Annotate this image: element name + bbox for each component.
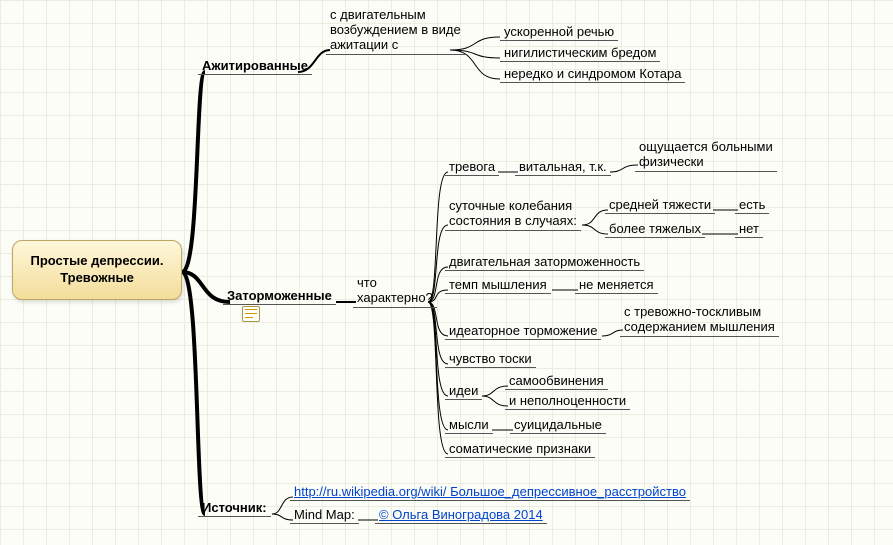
node-source-url[interactable]: http://ru.wikipedia.org/wiki/ Большое_де… <box>290 484 690 501</box>
node-fluct-mid-v: есть <box>735 197 769 214</box>
node-source: Источник: <box>198 500 271 517</box>
node-anxiety-vital-desc: ощущается больными физически <box>635 140 777 172</box>
node-ideas: идеи <box>445 383 482 400</box>
node-fluct: суточные колебания состояния в случаях: <box>445 199 581 231</box>
node-motor: двигательная заторможенность <box>445 254 644 271</box>
root-label-line1: Простые депрессии. <box>31 253 164 268</box>
node-tosk: чувство тоски <box>445 351 536 368</box>
node-idea-v: с тревожно-тоскливым содержанием мышлени… <box>620 305 779 337</box>
node-somatic: соматические признаки <box>445 441 595 458</box>
node-tempo-v: не меняется <box>575 277 658 294</box>
node-ideas-2: и неполноценности <box>505 393 630 410</box>
node-agit-desc: с двигательным возбуждением в виде ажита… <box>326 8 465 55</box>
node-ideas-1: самообвинения <box>505 373 608 390</box>
node-char: что характерно? <box>353 276 437 308</box>
node-source-mindmap: Mind Map: <box>290 507 359 524</box>
node-anxiety: тревога <box>445 159 499 176</box>
node-fluct-mid: средней тяжести <box>605 197 715 214</box>
node-fluct-sev: более тяжелых <box>605 221 705 238</box>
node-agit-c1: ускоренной речью <box>500 24 618 41</box>
root-node: Простые депрессии. Тревожные <box>12 240 182 300</box>
node-inhibited: Заторможенные <box>223 288 336 305</box>
node-thoughts-s: суицидальные <box>510 417 606 434</box>
node-thoughts: мысли <box>445 417 493 434</box>
root-label-line2: Тревожные <box>60 270 134 285</box>
node-tempo: темп мышления <box>445 277 551 294</box>
node-source-copyright[interactable]: © Ольга Виноградова 2014 <box>375 507 547 524</box>
node-anxiety-vital: витальная, т.к. <box>515 159 611 176</box>
node-fluct-sev-v: нет <box>735 221 763 238</box>
node-agit-c3: нередко и синдромом Котара <box>500 66 685 83</box>
node-idea: идеаторное торможение <box>445 323 601 340</box>
note-icon[interactable] <box>242 306 260 322</box>
node-agit-c2: нигилистическим бредом <box>500 45 660 62</box>
node-agitated: Ажитированные <box>198 58 312 75</box>
